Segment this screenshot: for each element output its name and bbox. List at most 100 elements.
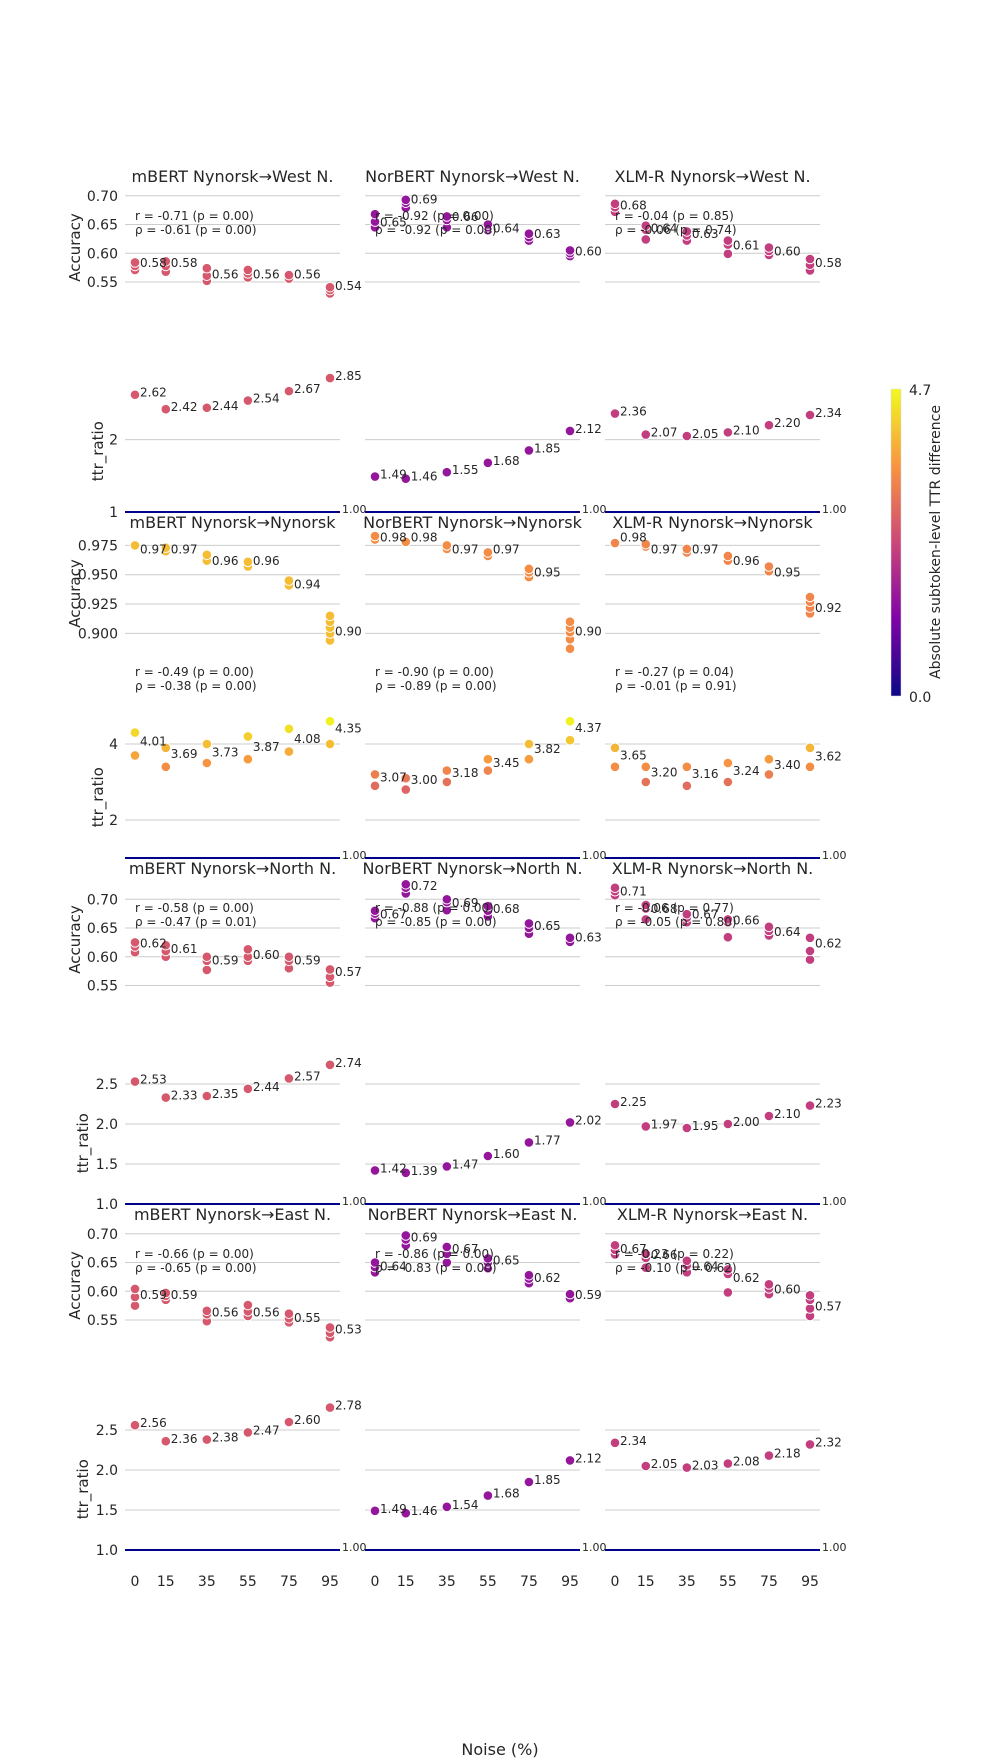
accuracy-mean-label: 0.94 <box>294 577 321 591</box>
x-axis-label: Noise (%) <box>461 1740 538 1759</box>
ttr-mean-label: 2.78 <box>335 1399 362 1413</box>
subplot: NorBERT Nynorsk→Nynorsk 1.00 0.98 0.98 0.97 0… <box>363 513 606 862</box>
accuracy-tick-label: 0.950 <box>78 568 118 584</box>
reference-line-label: 1.00 <box>342 849 367 862</box>
accuracy-point <box>441 1241 453 1253</box>
accuracy-point <box>201 951 213 963</box>
ttr-point <box>129 389 141 401</box>
ttr-point <box>441 1161 453 1172</box>
ttr-mean-label: 2.25 <box>620 1095 647 1109</box>
accuracy-mean-label: 0.55 <box>294 1311 321 1325</box>
accuracy-point <box>722 235 734 246</box>
ttr-mean-label: 2.85 <box>335 369 362 383</box>
accuracy-mean-label: 0.56 <box>212 1305 239 1319</box>
x-tick-label: 0 <box>131 1574 140 1590</box>
ttr-mean-label: 3.45 <box>493 756 520 770</box>
ttr-point <box>640 1460 652 1472</box>
accuracy-point <box>283 1308 295 1319</box>
ttr-point <box>722 1118 734 1130</box>
accuracy-point <box>640 914 652 925</box>
ttr-point <box>523 738 535 750</box>
ttr-point <box>681 761 693 773</box>
accuracy-tick-label: 0.55 <box>87 275 118 291</box>
accuracy-point <box>722 550 734 562</box>
ttr-mean-label: 2.38 <box>212 1431 239 1445</box>
ttr-mean-label: 1.68 <box>493 454 520 468</box>
accuracy-mean-label: 0.62 <box>534 1271 561 1285</box>
reference-line-label: 1.00 <box>822 1541 847 1554</box>
accuracy-point <box>242 943 254 955</box>
reference-line-label: 1.00 <box>582 1195 607 1208</box>
accuracy-point <box>804 945 816 957</box>
accuracy-mean-label: 0.97 <box>493 542 520 556</box>
reference-line-label: 1.00 <box>822 503 847 516</box>
accuracy-mean-label: 0.66 <box>651 1248 678 1262</box>
x-tick-label: 95 <box>801 1574 819 1590</box>
correlation-r-text: r = -0.04 (p = 0.85) <box>615 209 734 223</box>
ttr-point <box>400 1507 412 1519</box>
subplot: XLM-R Nynorsk→Nynorsk 1.00 0.98 0.97 0.97 0.9… <box>605 513 847 862</box>
accuracy-mean-label: 0.59 <box>140 1288 167 1302</box>
panel-row: Accuracy ttr_ratio 0.55 0.60 0.65 0.70 1.0 1.5 2… <box>66 859 847 1213</box>
correlation-rho-text: ρ = -0.06 (p = 0.74) <box>615 223 737 237</box>
x-tick-label: 35 <box>198 1574 216 1590</box>
x-tick-label: 75 <box>280 1574 298 1590</box>
ttr-mean-label: 1.60 <box>493 1147 520 1161</box>
subplot-title: XLM-R Nynorsk→Nynorsk <box>612 513 813 532</box>
correlation-r-text: r = -0.23 (p = 0.22) <box>615 1247 734 1261</box>
subplot-title: NorBERT Nynorsk→West N. <box>365 167 580 186</box>
ttr-mean-label: 2.67 <box>294 382 321 396</box>
ttr-y-label: ttr_ratio <box>89 767 108 827</box>
ttr-mean-label: 1.97 <box>651 1117 678 1131</box>
accuracy-mean-label: 0.57 <box>335 965 362 979</box>
ttr-point <box>523 1476 535 1488</box>
accuracy-mean-label: 0.72 <box>411 879 438 893</box>
subplot-title: mBERT Nynorsk→East N. <box>134 1205 331 1224</box>
x-tick-label: 55 <box>479 1574 497 1590</box>
accuracy-point <box>324 281 336 293</box>
correlation-r-text: r = -0.88 (p = 0.00) <box>375 901 494 915</box>
ttr-point <box>482 753 494 765</box>
accuracy-mean-label: 0.67 <box>452 1242 479 1256</box>
ttr-point <box>681 1122 693 1134</box>
subplot-title: NorBERT Nynorsk→Nynorsk <box>363 513 582 532</box>
ttr-mean-label: 1.54 <box>452 1498 479 1512</box>
correlation-rho-text: ρ = -0.61 (p = 0.00) <box>135 223 257 237</box>
subplot: XLM-R Nynorsk→West N. 1.00 0.68 0.64 0.63 0.6… <box>605 167 847 516</box>
ttr-point <box>681 1462 693 1473</box>
ttr-point <box>400 784 412 795</box>
accuracy-point <box>564 643 576 654</box>
accuracy-y-label: Accuracy <box>66 213 84 282</box>
accuracy-mean-label: 0.67 <box>620 1242 647 1256</box>
ttr-mean-label: 1.68 <box>493 1487 520 1501</box>
accuracy-point <box>283 951 295 963</box>
ttr-mean-label: 2.74 <box>335 1056 362 1070</box>
ttr-mean-label: 1.77 <box>534 1133 561 1147</box>
ttr-point <box>609 742 621 754</box>
ttr-point <box>763 753 775 765</box>
ttr-mean-label: 2.47 <box>253 1423 280 1437</box>
ttr-point <box>283 385 295 397</box>
ttr-mean-label: 2.05 <box>692 427 719 441</box>
ttr-mean-label: 1.49 <box>380 1502 407 1516</box>
ttr-tick-label: 4 <box>109 737 118 753</box>
accuracy-mean-label: 0.56 <box>253 1305 280 1319</box>
accuracy-point <box>482 900 494 912</box>
accuracy-tick-label: 0.70 <box>87 892 118 908</box>
accuracy-tick-label: 0.60 <box>87 246 118 262</box>
accuracy-point <box>324 964 336 975</box>
ttr-mean-label: 2.05 <box>651 1457 678 1471</box>
x-tick-label: 0 <box>611 1574 620 1590</box>
ttr-mean-label: 1.85 <box>534 1473 561 1487</box>
accuracy-point <box>400 879 412 890</box>
accuracy-point <box>564 932 576 944</box>
accuracy-point <box>482 219 494 230</box>
accuracy-tick-label: 0.65 <box>87 921 118 937</box>
accuracy-mean-label: 0.98 <box>380 531 407 545</box>
colorbar-top-label: 4.7 <box>909 383 931 399</box>
accuracy-mean-label: 0.90 <box>335 624 362 638</box>
ttr-point <box>369 1505 381 1517</box>
ttr-mean-label: 2.56 <box>140 1416 167 1430</box>
accuracy-point <box>129 257 141 268</box>
